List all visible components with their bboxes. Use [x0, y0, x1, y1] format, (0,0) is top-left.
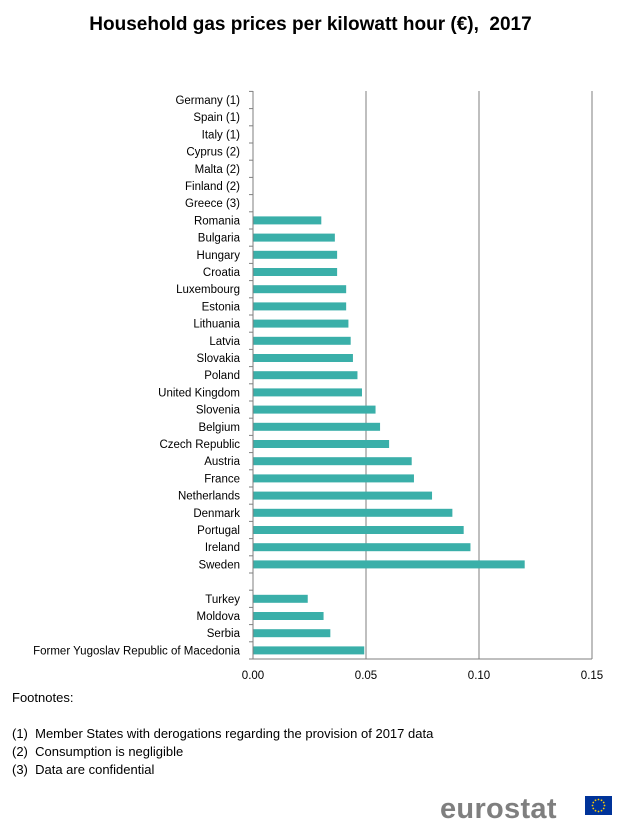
category-label: Moldova [197, 611, 241, 623]
category-label: Cyprus (2) [186, 147, 240, 159]
bar [253, 560, 525, 569]
eu-flag-icon [585, 796, 612, 815]
chart-title: Household gas prices per kilowatt hour (… [89, 14, 532, 35]
footnote-1: (1) Member States with derogations regar… [12, 726, 434, 741]
bar [253, 336, 351, 345]
bar [253, 422, 381, 431]
category-label: Finland (2) [185, 181, 240, 193]
bar [253, 612, 324, 620]
flag-star [600, 799, 603, 802]
flag-star [597, 810, 600, 813]
bar [253, 474, 414, 483]
category-label: Former Yugoslav Republic of Macedonia [33, 645, 241, 657]
category-label: Italy (1) [202, 129, 241, 141]
eurostat-logo-text: eurostat [440, 793, 557, 825]
category-label: Portugal [197, 525, 240, 537]
flag-star [600, 809, 603, 812]
axis-layer [249, 90, 592, 660]
x-tick-label: 0.10 [468, 670, 490, 682]
category-label: Bulgaria [198, 233, 241, 245]
category-label: Greece (3) [185, 198, 240, 210]
category-label: Denmark [193, 508, 240, 520]
bar [253, 526, 464, 534]
bar [253, 388, 362, 397]
bar [253, 543, 471, 552]
bar [253, 405, 376, 414]
category-label: Germany (1) [175, 95, 240, 107]
category-label: Poland [204, 370, 240, 382]
category-label: Hungary [197, 250, 241, 262]
bar [253, 594, 308, 603]
category-label: Czech Republic [159, 439, 240, 451]
flag-star [602, 801, 605, 804]
category-label: Serbia [207, 628, 241, 640]
tick-labels: 0.00 0.05 0.10 0.15 [242, 670, 603, 682]
bar [253, 302, 347, 311]
bar [253, 371, 358, 380]
flag-star [602, 807, 605, 810]
bar [253, 440, 390, 448]
grid-layer [365, 91, 593, 659]
x-tick-label: 0.00 [242, 670, 264, 682]
bars-layer [253, 216, 525, 655]
bar [253, 233, 335, 242]
category-label: Slovakia [197, 353, 241, 365]
flag-star [603, 804, 606, 807]
category-label: Romania [194, 215, 241, 227]
eurostat-logo: eurostat [440, 792, 616, 826]
bar [253, 508, 453, 517]
category-label: France [204, 473, 240, 485]
flag-star [594, 799, 597, 802]
bar [253, 491, 433, 500]
category-label: Malta (2) [195, 164, 241, 176]
bar [253, 268, 338, 276]
bar [253, 354, 353, 362]
category-label: Estonia [202, 301, 241, 313]
category-label: Croatia [203, 267, 241, 279]
category-label: Slovenia [196, 405, 241, 417]
flag-star [597, 798, 600, 801]
footnotes: Footnotes: (1) Member States with deroga… [12, 689, 433, 779]
footnote-2: (2) Consumption is negligible [12, 744, 184, 759]
x-tick-label: 0.05 [355, 670, 377, 682]
bar [253, 319, 349, 328]
bar [253, 629, 331, 638]
footnote-3: (3) Data are confidential [12, 762, 155, 777]
bar [253, 216, 322, 225]
bar [253, 457, 412, 466]
x-tick-label: 0.15 [581, 670, 603, 682]
flag-star [592, 807, 595, 810]
category-label: Austria [204, 456, 240, 468]
category-labels: Germany (1) Spain (1) Italy (1) Cyprus (2) M… [33, 95, 241, 657]
category-label: United Kingdom [158, 387, 240, 399]
category-label: Spain (1) [193, 112, 240, 124]
category-label: Turkey [205, 594, 240, 606]
category-label: Sweden [198, 559, 240, 571]
category-label: Belgium [198, 422, 240, 434]
bar [253, 646, 365, 655]
flag-star [591, 804, 594, 807]
flag-star [594, 809, 597, 812]
category-label: Netherlands [178, 491, 240, 503]
bar-chart: Germany (1) Spain (1) Italy (1) Cyprus (2) M… [33, 90, 603, 682]
footnotes-heading: Footnotes: [12, 690, 74, 705]
category-label: Ireland [205, 542, 240, 554]
bar [253, 250, 338, 259]
category-label: Latvia [209, 336, 240, 348]
category-label: Luxembourg [176, 284, 240, 296]
category-label: Lithuania [193, 319, 240, 331]
flag-star [592, 801, 595, 804]
bar [253, 285, 347, 294]
